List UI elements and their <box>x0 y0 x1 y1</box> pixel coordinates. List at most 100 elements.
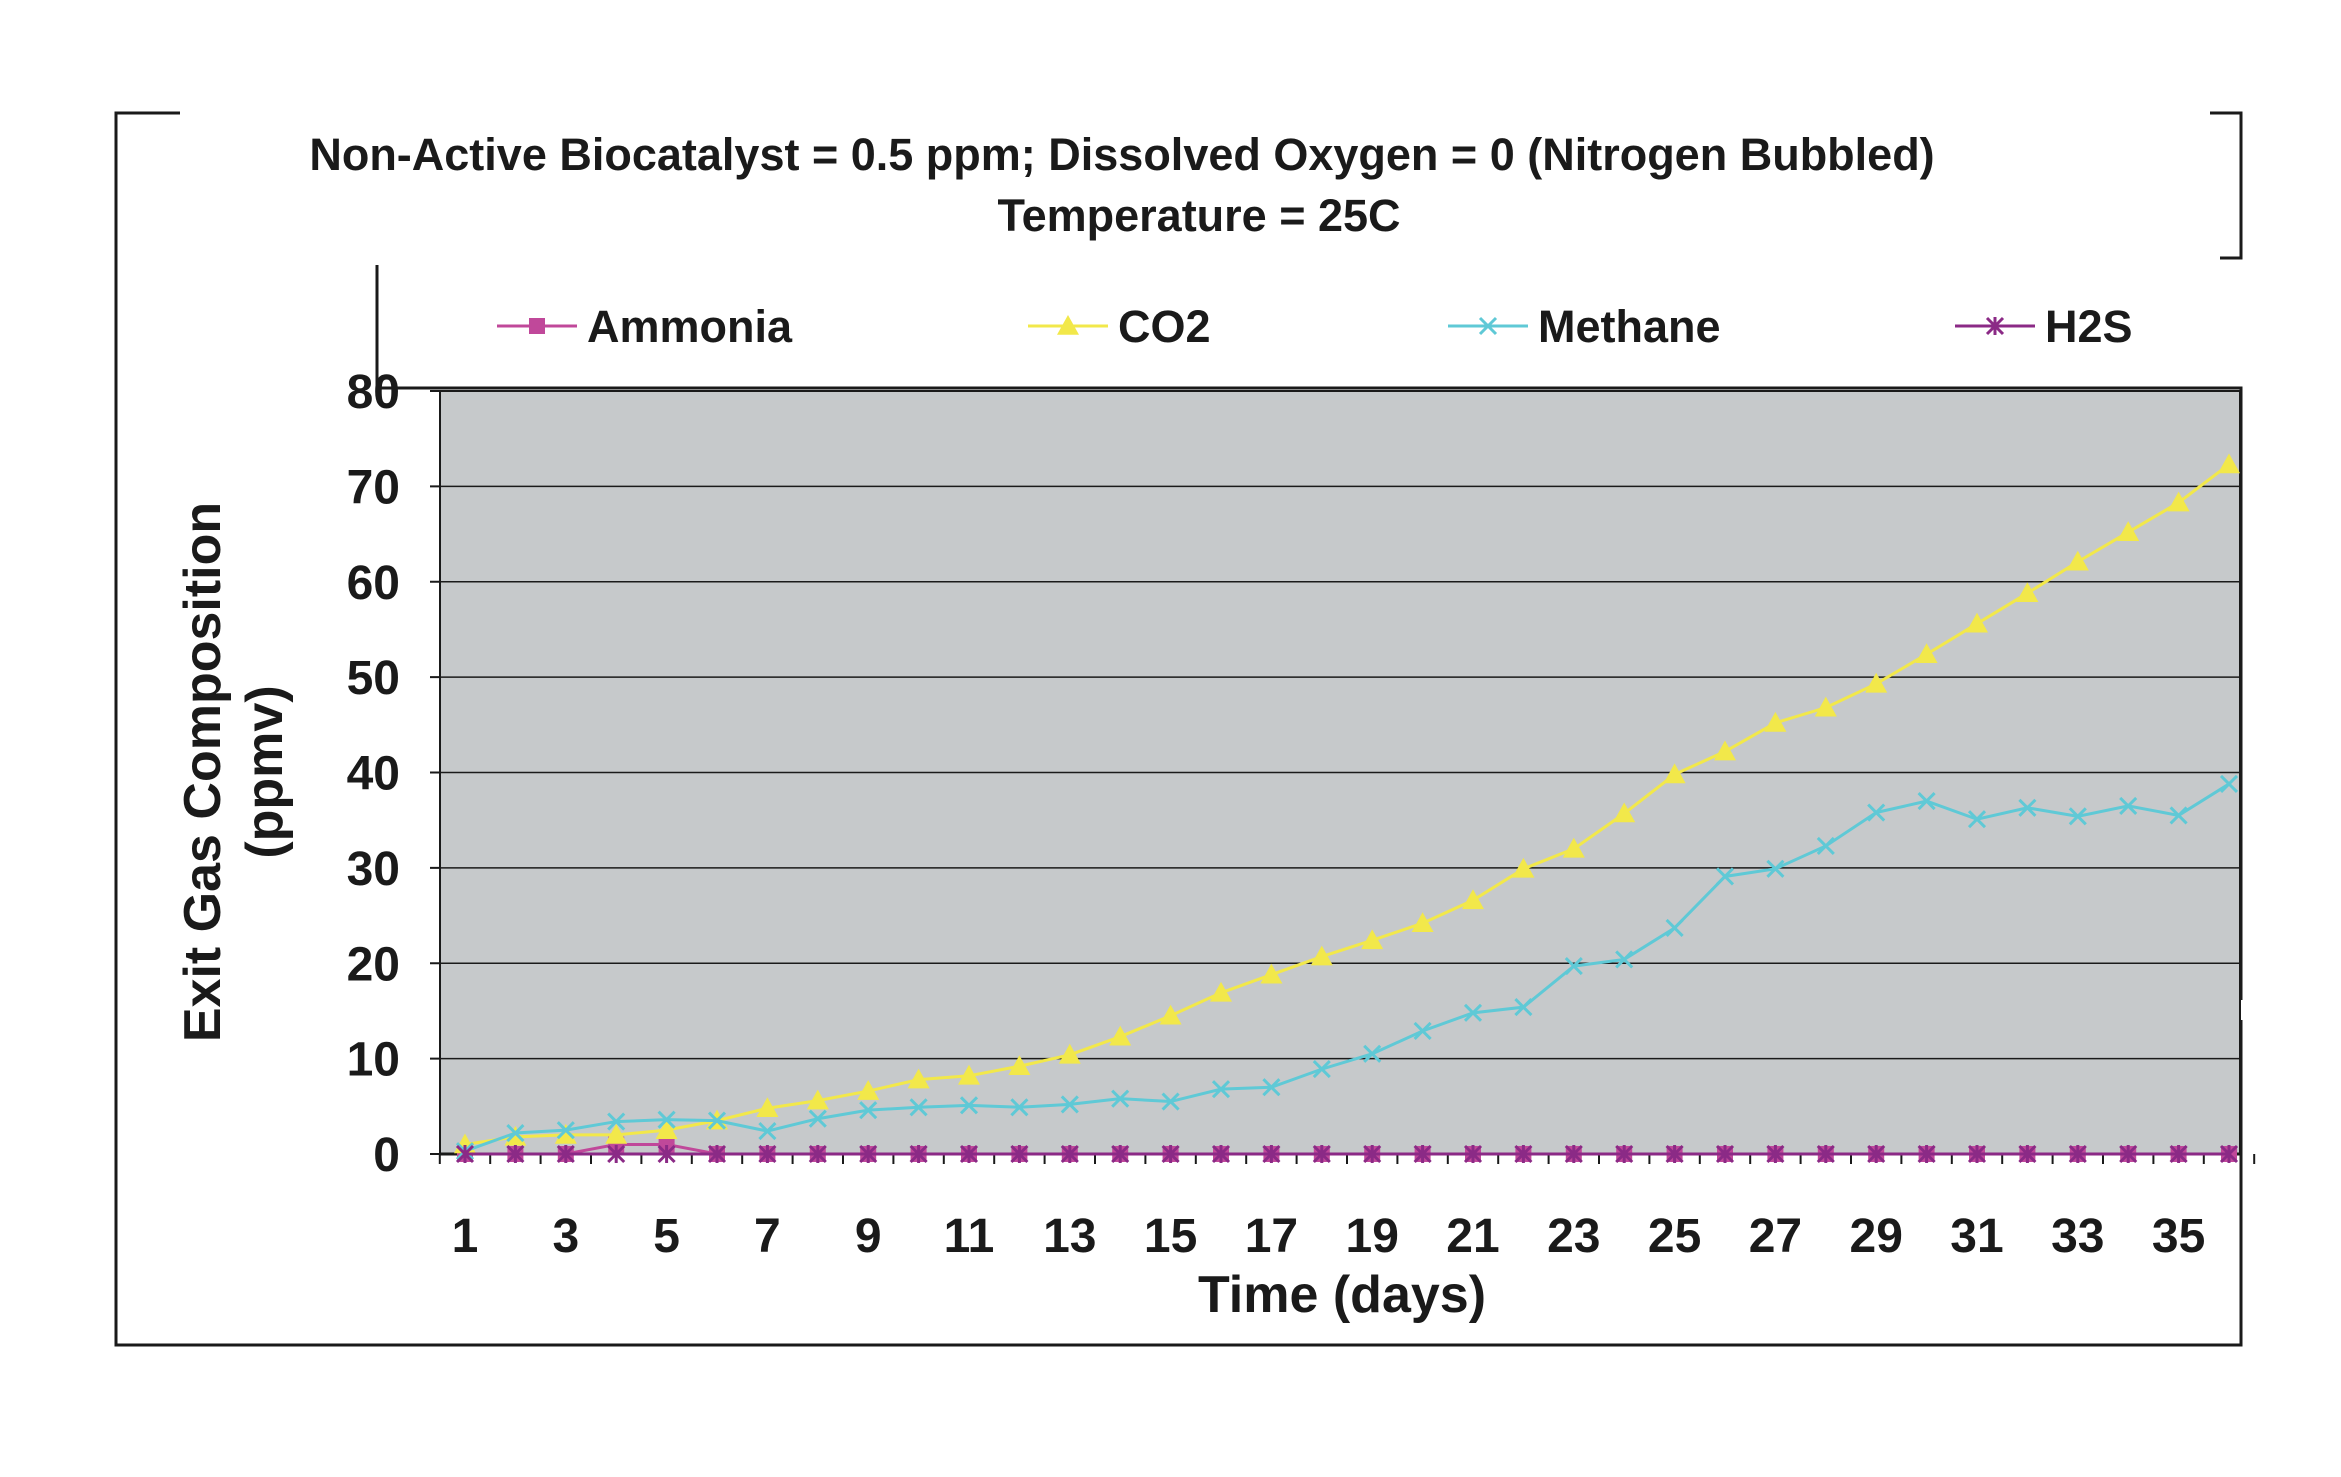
legend-item-co2: CO2 <box>1028 301 1211 352</box>
data-point-co2 <box>1764 711 1787 732</box>
y-tick-label: 60 <box>347 557 400 610</box>
data-point-co2 <box>1915 643 1938 664</box>
data-point-methane <box>808 1109 827 1128</box>
data-point-methane <box>1312 1060 1331 1079</box>
y-tick-label: 10 <box>347 1034 400 1087</box>
data-point-methane <box>2068 807 2087 826</box>
y-tick-label: 80 <box>347 366 400 419</box>
data-point-co2 <box>1613 802 1636 823</box>
x-tick-label: 27 <box>1749 1210 1802 1263</box>
x-tick-label: 19 <box>1346 1210 1399 1263</box>
data-point-co2 <box>1058 1043 1081 1064</box>
data-point-methane <box>1161 1092 1180 1111</box>
x-tick-label: 9 <box>855 1210 882 1263</box>
data-point-co2 <box>1210 981 1232 1002</box>
x-tick-label: 21 <box>1446 1210 1499 1263</box>
data-point-methane <box>909 1098 928 1117</box>
data-point-h2s <box>859 1144 878 1164</box>
data-point-methane <box>2119 796 2138 815</box>
data-point-co2 <box>806 1089 829 1110</box>
x-axis-title: Time (days) <box>1198 1266 1486 1324</box>
data-point-methane <box>1060 1095 1079 1114</box>
y-tick-label: 20 <box>347 938 400 991</box>
data-point-methane <box>1211 1080 1231 1099</box>
chart-title-line1: Non-Active Biocatalyst = 0.5 ppm; Dissol… <box>309 129 1934 180</box>
data-point-h2s <box>1564 1144 1583 1164</box>
data-point-co2 <box>1310 945 1333 966</box>
data-point-co2 <box>1159 1004 1182 1025</box>
data-point-methane <box>556 1121 575 1140</box>
data-point-co2 <box>2218 453 2240 474</box>
data-point-methane <box>1816 836 1835 855</box>
data-point-h2s <box>909 1144 928 1164</box>
data-point-h2s <box>808 1144 827 1164</box>
data-point-h2s <box>1262 1144 1281 1164</box>
y-axis-title-line1: Exit Gas Composition <box>174 502 232 1042</box>
data-point-co2 <box>2016 582 2039 602</box>
series-line-co2 <box>464 463 2230 1146</box>
x-tick-label: 23 <box>1547 1210 1600 1263</box>
data-point-methane <box>657 1110 676 1129</box>
data-point-h2s <box>1766 1144 1785 1164</box>
x-tick-label: 3 <box>552 1210 579 1263</box>
data-point-co2 <box>1966 612 1988 633</box>
data-point-co2 <box>1714 740 1736 761</box>
data-point-methane <box>758 1122 777 1141</box>
x-tick-label: 25 <box>1648 1210 1701 1263</box>
legend-item-ammonia: Ammonia <box>497 301 793 352</box>
data-point-co2 <box>504 1125 527 1146</box>
data-point-methane <box>1766 859 1785 878</box>
data-point-h2s <box>1463 1144 1483 1164</box>
legend-item-h2s: H2S <box>1955 301 2133 352</box>
data-point-co2 <box>1411 912 1434 932</box>
data-point-methane <box>1917 792 1936 811</box>
series-group <box>454 453 2240 1164</box>
x-tick-label: 29 <box>1850 1210 1903 1263</box>
data-point-methane <box>1463 1003 1483 1022</box>
data-point-h2s <box>1161 1144 1180 1164</box>
data-point-h2s <box>556 1144 575 1164</box>
data-point-methane <box>1564 957 1583 976</box>
data-point-co2 <box>958 1064 980 1085</box>
x-tick-label: 5 <box>653 1210 680 1263</box>
series-line-methane <box>464 782 2230 1153</box>
data-point-methane <box>2018 798 2037 817</box>
data-point-h2s <box>1060 1144 1079 1164</box>
data-point-methane <box>607 1112 626 1131</box>
data-point-methane <box>1867 803 1886 822</box>
data-point-h2s <box>1111 1144 1130 1164</box>
data-point-h2s <box>506 1144 525 1164</box>
legend-item-methane: Methane <box>1448 301 1721 352</box>
data-point-h2s <box>2169 1144 2188 1164</box>
data-point-co2 <box>1260 963 1283 984</box>
legend: Ammonia CO2 Methane H2S <box>497 301 2133 352</box>
data-point-methane <box>1967 810 1987 829</box>
data-point-h2s <box>2068 1144 2087 1164</box>
data-point-co2 <box>605 1123 628 1144</box>
data-point-h2s <box>1917 1144 1936 1164</box>
data-point-h2s <box>1514 1144 1533 1164</box>
data-point-h2s <box>1413 1144 1432 1164</box>
data-point-methane <box>1363 1044 1382 1063</box>
data-point-h2s <box>1967 1144 1987 1164</box>
data-point-h2s <box>2119 1144 2138 1164</box>
data-point-methane <box>1413 1021 1432 1041</box>
x-tick-label: 11 <box>944 1210 995 1263</box>
data-point-methane <box>1514 998 1533 1017</box>
data-point-h2s <box>455 1144 475 1164</box>
legend-marker-co2 <box>1057 315 1079 335</box>
data-point-h2s <box>959 1144 979 1164</box>
data-point-h2s <box>1211 1144 1231 1164</box>
data-point-h2s <box>1715 1144 1735 1164</box>
data-point-co2 <box>1462 889 1484 910</box>
data-point-h2s <box>707 1144 727 1164</box>
data-point-h2s <box>2219 1144 2239 1164</box>
data-point-co2 <box>2066 550 2089 571</box>
legend-marker-methane <box>1478 316 1498 336</box>
data-point-co2 <box>1008 1055 1031 1076</box>
x-tick-label: 33 <box>2051 1210 2104 1263</box>
legend-label-methane: Methane <box>1538 301 1721 352</box>
x-tick-label: 17 <box>1245 1210 1298 1263</box>
